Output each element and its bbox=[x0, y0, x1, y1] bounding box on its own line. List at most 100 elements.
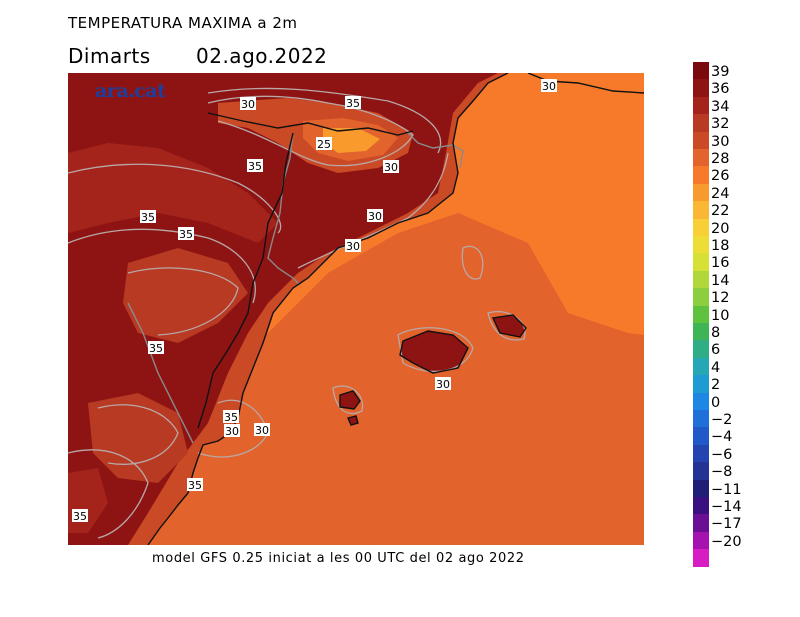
legend-swatch bbox=[693, 462, 709, 480]
legend-swatch bbox=[693, 549, 709, 567]
contour-label: 30 bbox=[435, 377, 451, 391]
legend-swatch bbox=[693, 253, 709, 271]
legend-swatch bbox=[693, 114, 709, 132]
land-patch-north bbox=[68, 143, 278, 243]
legend-label: 0 bbox=[711, 394, 721, 411]
contour-label-text: 30 bbox=[346, 240, 360, 253]
legend-label: 6 bbox=[711, 342, 721, 359]
contour-label-text: 35 bbox=[248, 160, 262, 173]
legend-label: 4 bbox=[711, 359, 721, 376]
legend-swatch bbox=[693, 305, 709, 323]
legend-label: −8 bbox=[711, 464, 733, 481]
legend-label: 24 bbox=[711, 185, 730, 202]
legend-label: −2 bbox=[711, 412, 733, 428]
temperature-map: 30 35 25 30 35 30 30 35 35 35 30 30 35 35 30 35 30 bbox=[68, 73, 644, 545]
legend-swatch bbox=[693, 375, 709, 393]
contour-label: 30 bbox=[383, 160, 399, 174]
mallorca-island bbox=[400, 331, 468, 373]
legend-label: 16 bbox=[711, 255, 730, 272]
legend-swatch bbox=[693, 131, 709, 149]
contour-label: 35 bbox=[223, 410, 239, 424]
contour-label: 25 bbox=[316, 137, 332, 151]
pyrenees-coolest bbox=[323, 128, 380, 153]
contour-lines bbox=[68, 87, 526, 539]
legend-label: 28 bbox=[711, 151, 730, 167]
pyrenees-border bbox=[207, 112, 414, 136]
legend-label: 10 bbox=[711, 307, 730, 324]
contour-label-text: 35 bbox=[188, 479, 202, 492]
inland-border bbox=[197, 132, 294, 429]
legend-swatch bbox=[693, 166, 709, 184]
legend-label: −6 bbox=[711, 446, 733, 463]
legend-label: 12 bbox=[711, 290, 730, 307]
contour-label: 30 bbox=[367, 209, 383, 223]
contour-ibiza bbox=[332, 385, 364, 415]
legend-label: 22 bbox=[711, 203, 730, 220]
legend-label: 2 bbox=[711, 377, 721, 394]
legend-label: 36 bbox=[711, 81, 730, 98]
contour-label-text: 30 bbox=[241, 98, 255, 111]
legend-swatch bbox=[693, 514, 709, 532]
legend-swatch bbox=[693, 183, 709, 202]
legend-label: −4 bbox=[711, 429, 733, 446]
contour-35-mid bbox=[68, 228, 256, 304]
legend-swatch bbox=[693, 410, 709, 428]
france-coast bbox=[527, 73, 644, 94]
legend-label: −20 bbox=[711, 533, 742, 550]
legend-swatch bbox=[693, 479, 709, 497]
legend-label: −11 bbox=[711, 481, 742, 498]
mallorca-coast bbox=[399, 330, 469, 374]
forecast-day: Dimarts bbox=[68, 44, 151, 68]
legend-swatch bbox=[693, 79, 709, 97]
legend-label: 18 bbox=[711, 238, 730, 254]
legend-label: 26 bbox=[711, 168, 730, 185]
contour-label-text: 25 bbox=[317, 138, 331, 151]
contour-35-west bbox=[68, 163, 282, 234]
contour-30-coast bbox=[297, 152, 449, 269]
contour-label-text: 35 bbox=[224, 411, 238, 424]
legend-label: 39 bbox=[711, 64, 730, 80]
legend-label: 14 bbox=[711, 272, 730, 289]
coastal-strip bbox=[128, 73, 508, 545]
legend-label: 20 bbox=[711, 220, 730, 237]
contour-35-north bbox=[207, 87, 442, 154]
contour-sea-cell bbox=[461, 245, 484, 280]
legend-label: 34 bbox=[711, 98, 730, 115]
map-subtitle: Dimarts 02.ago.2022 bbox=[68, 44, 327, 68]
legend-swatch bbox=[693, 96, 709, 115]
ibiza-island bbox=[340, 391, 360, 409]
contour-35-southwest bbox=[68, 449, 149, 539]
contour-label: 35 bbox=[178, 227, 194, 241]
legend-swatch bbox=[693, 357, 709, 376]
land-patch-centre bbox=[123, 248, 248, 343]
contour-30-pyrenees bbox=[207, 95, 414, 167]
legend-swatch bbox=[693, 340, 709, 358]
contour-label-text: 30 bbox=[542, 80, 556, 93]
legend-swatch bbox=[693, 201, 709, 219]
legend-swatch bbox=[693, 270, 709, 289]
contour-label-text: 30 bbox=[255, 424, 269, 437]
legend-swatch bbox=[693, 531, 709, 550]
forecast-date: 02.ago.2022 bbox=[196, 44, 328, 68]
contour-label: 30 bbox=[541, 79, 557, 93]
legend-swatch bbox=[693, 444, 709, 463]
region-border-west bbox=[127, 302, 194, 444]
contour-label: 35 bbox=[140, 210, 156, 224]
legend-swatch bbox=[693, 427, 709, 445]
legend-swatch bbox=[693, 218, 709, 236]
region-border bbox=[267, 132, 301, 286]
contour-label: 35 bbox=[247, 159, 263, 173]
contour-label: 35 bbox=[187, 478, 203, 492]
contour-label: 35 bbox=[345, 96, 361, 110]
contour-label: 35 bbox=[148, 341, 164, 355]
contour-label: 35 bbox=[72, 509, 88, 523]
borders bbox=[127, 132, 464, 444]
legend-swatch bbox=[693, 62, 709, 80]
legend-swatch bbox=[693, 236, 709, 254]
contour-label-text: 35 bbox=[149, 342, 163, 355]
contour-label-text: 35 bbox=[179, 228, 193, 241]
contour-label-text: 35 bbox=[141, 211, 155, 224]
legend-label: −17 bbox=[711, 516, 742, 533]
sea-warm-band-south bbox=[368, 393, 644, 545]
model-caption: model GFS 0.25 iniciat a les 00 UTC del … bbox=[152, 551, 525, 566]
